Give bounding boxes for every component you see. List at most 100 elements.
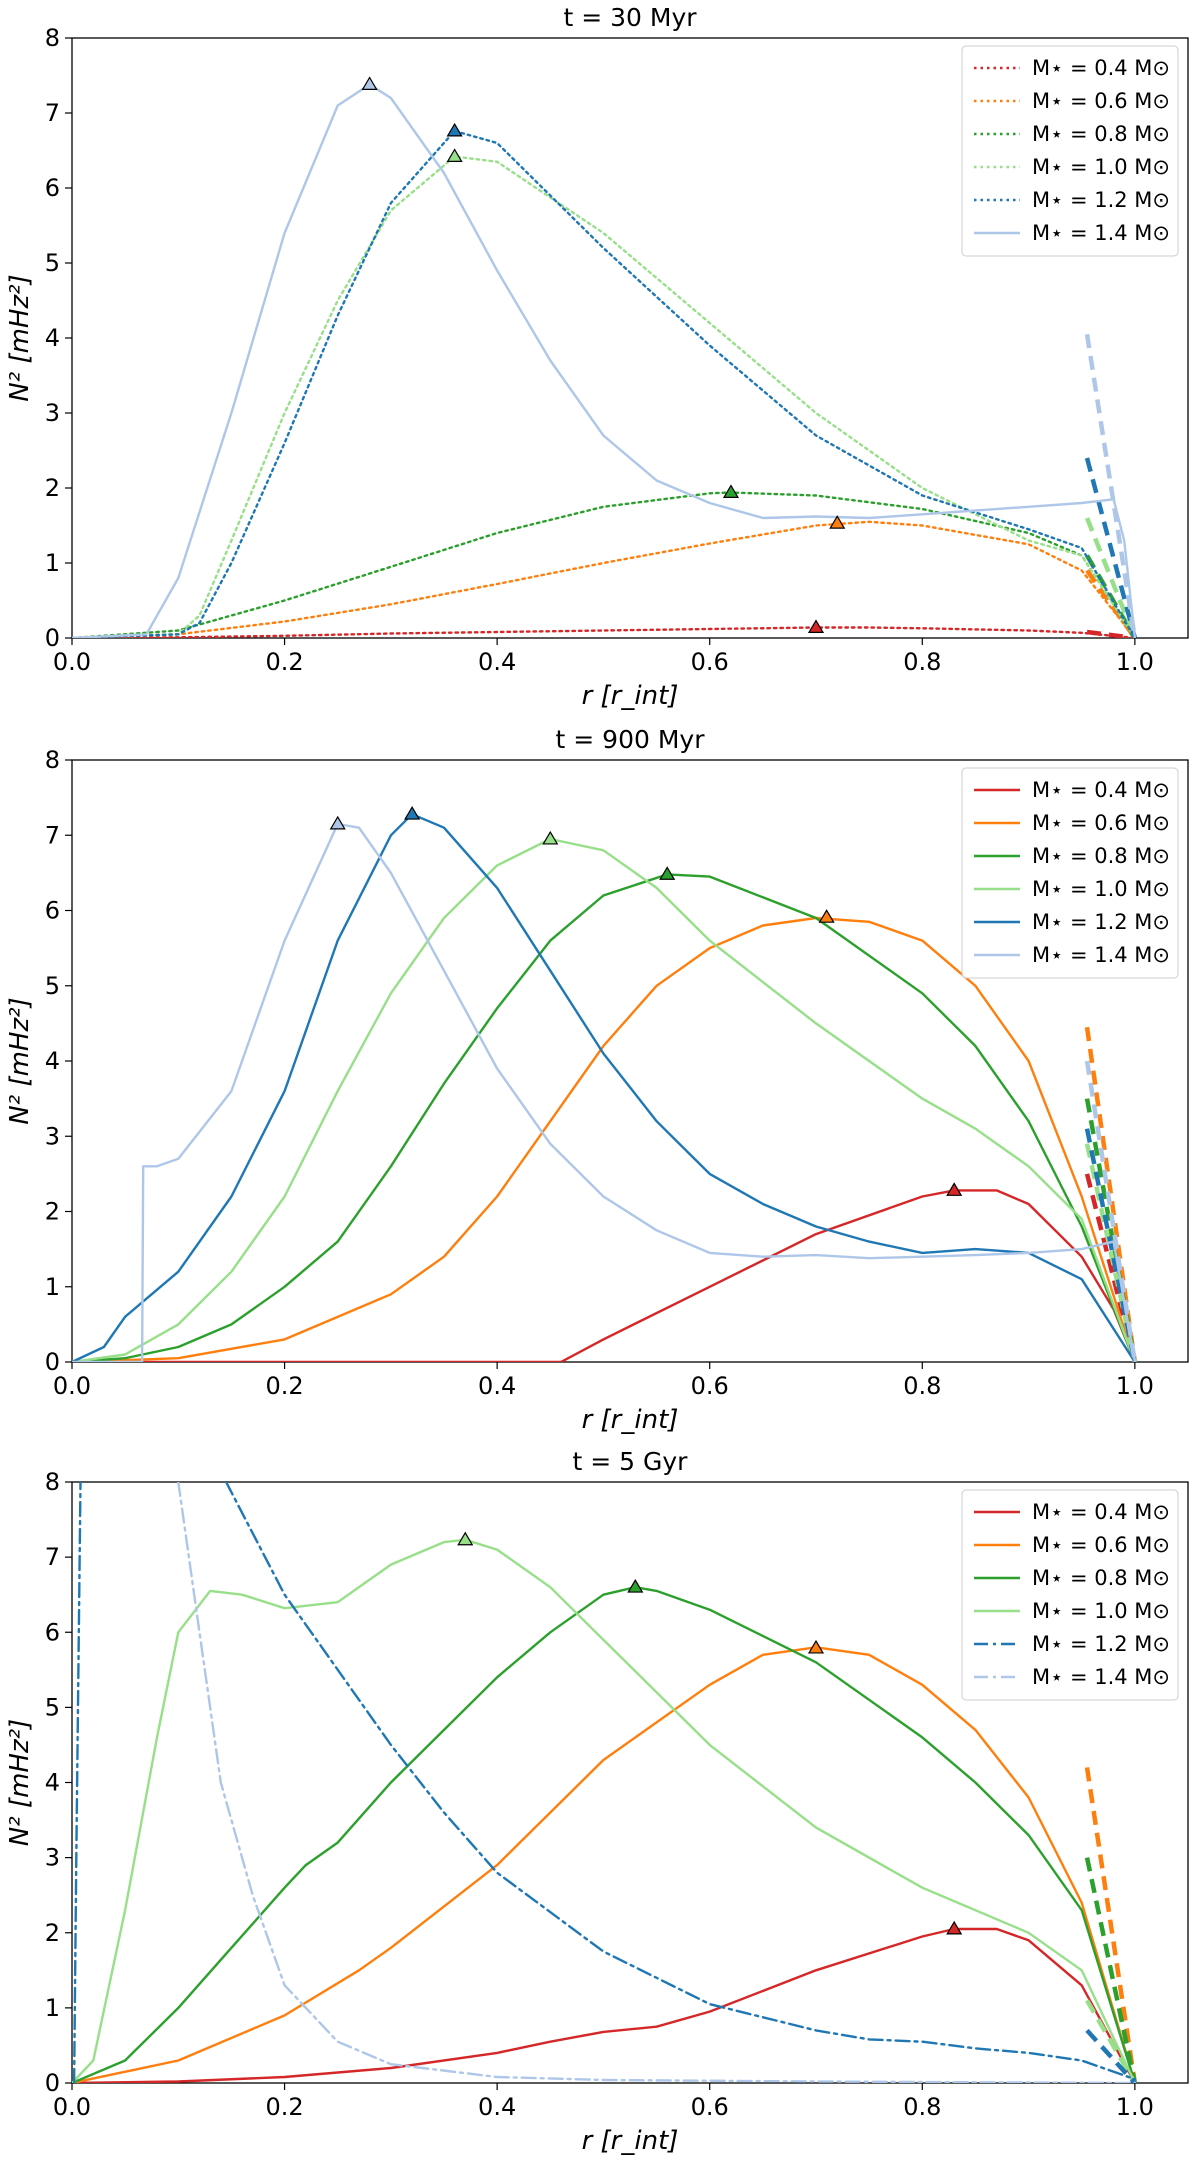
y-tick-label: 1 [45, 1273, 60, 1301]
x-tick-label: 0.0 [53, 1372, 91, 1400]
y-tick-label: 7 [45, 99, 60, 127]
peak-marker [457, 1531, 474, 1546]
series-line [224, 1482, 1137, 2081]
y-tick-label: 6 [45, 897, 60, 925]
series-line [72, 129, 1137, 638]
y-tick-label: 7 [45, 1543, 60, 1571]
series-line [72, 873, 1137, 1362]
y-tick-label: 1 [45, 1994, 60, 2022]
y-axis-label: N² [mHz²] [5, 1719, 35, 1846]
peak-marker [627, 1578, 644, 1593]
panel-t900: t = 900 Myr 0.0 0.2 0.4 0.6 0.8 1.0 0 1 2 3 4 5 6 7 8 r … [5, 725, 1189, 1435]
legend-entry: M⋆ = 0.6 M⊙ [1032, 1533, 1170, 1557]
asymptotic-tail-line [1084, 333, 1138, 638]
x-tick-label: 1.0 [1116, 1372, 1154, 1400]
asymptotic-tail-line [1084, 457, 1138, 638]
legend-entry: M⋆ = 0.8 M⊙ [1032, 1566, 1170, 1590]
x-tick-label: 0.6 [691, 1372, 729, 1400]
x-tick-label: 0.2 [265, 2093, 303, 2121]
y-tick-label: 5 [45, 249, 60, 277]
x-tick-label: 0.2 [265, 648, 303, 676]
y-tick-label: 2 [45, 474, 60, 502]
y-tick-label: 6 [45, 174, 60, 202]
x-tick-label: 0.2 [265, 1372, 303, 1400]
y-tick-label: 7 [45, 821, 60, 849]
x-tick-label: 0.0 [53, 648, 91, 676]
legend: M⋆ = 0.4 M⊙ M⋆ = 0.6 M⊙ M⋆ = 0.8 M⊙ M⋆ = 1.… [961, 45, 1179, 257]
legend-entry: M⋆ = 0.4 M⊙ [1032, 1500, 1170, 1524]
series-line [72, 155, 1137, 638]
series-line [72, 1586, 1137, 2083]
legend-entry: M⋆ = 0.4 M⊙ [1032, 56, 1170, 80]
legend-entry: M⋆ = 0.6 M⊙ [1032, 811, 1170, 835]
x-tick-label: 0.4 [478, 1372, 516, 1400]
legend-box [961, 45, 1179, 257]
series-line [72, 822, 1137, 1362]
x-tick-label: 0.6 [691, 648, 729, 676]
asymptotic-tail-line [1085, 2028, 1137, 2083]
x-tick-label: 0.8 [903, 1372, 941, 1400]
peak-marker [446, 148, 463, 162]
asymptotic-tail-line [1084, 1857, 1138, 2083]
y-tick-label: 0 [45, 1348, 60, 1376]
peak-marker [946, 1182, 963, 1196]
series-line [72, 1482, 82, 2083]
y-tick-label: 2 [45, 1919, 60, 1947]
y-tick-label: 3 [45, 1122, 60, 1150]
y-tick-label: 3 [45, 399, 60, 427]
plot-area [72, 1482, 1138, 2083]
x-tick-label: 1.0 [1116, 2093, 1154, 2121]
x-tick-label: 0.4 [478, 2093, 516, 2121]
legend-box [961, 1489, 1179, 1701]
peak-marker [361, 76, 378, 91]
legend-entry: M⋆ = 1.2 M⊙ [1032, 1632, 1170, 1656]
legend: M⋆ = 0.4 M⊙ M⋆ = 0.6 M⊙ M⋆ = 0.8 M⊙ M⋆ = 1.… [961, 1489, 1179, 1701]
y-tick-label: 8 [45, 746, 60, 774]
x-tick-label: 1.0 [1116, 648, 1154, 676]
x-tick-label: 0.8 [903, 2093, 941, 2121]
x-axis-label: r [r_int] [582, 1405, 679, 1435]
x-tick-label: 0.8 [903, 648, 941, 676]
panel-t5gyr: t = 5 Gyr 0.0 0.2 0.4 0.6 0.8 1.0 0 1 2 3 4 5 6 7 8 r [r… [5, 1447, 1189, 2156]
peak-marker [659, 866, 676, 880]
chart-title: t = 30 Myr [563, 3, 697, 32]
x-tick-label: 0.4 [478, 648, 516, 676]
peak-marker [329, 815, 346, 830]
x-axis-label: r [r_int] [582, 681, 679, 711]
legend-entry: M⋆ = 0.4 M⊙ [1032, 778, 1170, 802]
series-line [72, 1646, 1137, 2083]
chart-title: t = 5 Gyr [573, 1447, 689, 1476]
legend-entry: M⋆ = 1.4 M⊙ [1032, 1665, 1170, 1689]
peak-marker [807, 619, 825, 634]
series-line [72, 626, 1137, 638]
panel-t30: t = 30 Myr 0.0 0.2 0.4 0.6 0.8 1.0 0 1 2 3 4 5 6 7 8 r [… [5, 3, 1189, 711]
legend-entry: M⋆ = 1.2 M⊙ [1032, 910, 1170, 934]
y-axis-label: N² [mHz²] [5, 997, 35, 1124]
peak-marker [722, 484, 740, 498]
legend: M⋆ = 0.4 M⊙ M⋆ = 0.6 M⊙ M⋆ = 0.8 M⊙ M⋆ = 1.… [961, 767, 1179, 979]
legend-entry: M⋆ = 0.8 M⊙ [1032, 844, 1170, 868]
legend-entry: M⋆ = 1.0 M⊙ [1032, 1599, 1170, 1623]
series-line [72, 491, 1137, 638]
y-tick-label: 3 [45, 1844, 60, 1872]
y-tick-label: 2 [45, 1198, 60, 1226]
y-tick-label: 8 [45, 24, 60, 52]
asymptotic-tail-line [1086, 629, 1136, 638]
x-tick-label: 0.6 [691, 2093, 729, 2121]
peak-marker [818, 909, 835, 923]
x-tick-label: 0.0 [53, 2093, 91, 2121]
y-tick-label: 4 [45, 1769, 60, 1797]
chart-title: t = 900 Myr [556, 725, 706, 754]
y-tick-label: 4 [45, 1047, 60, 1075]
legend-entry: M⋆ = 1.0 M⊙ [1032, 877, 1170, 901]
series-line [72, 1189, 1137, 1362]
asymptotic-tail-line [1084, 1767, 1138, 2083]
legend-entry: M⋆ = 1.4 M⊙ [1032, 221, 1170, 245]
asymptotic-tail-line [1084, 1026, 1138, 1362]
y-tick-label: 1 [45, 549, 60, 577]
peak-marker [946, 1920, 963, 1935]
peak-marker [446, 122, 463, 137]
legend-entry: M⋆ = 0.8 M⊙ [1032, 122, 1170, 146]
y-tick-label: 6 [45, 1618, 60, 1646]
legend-entry: M⋆ = 1.0 M⊙ [1032, 155, 1170, 179]
